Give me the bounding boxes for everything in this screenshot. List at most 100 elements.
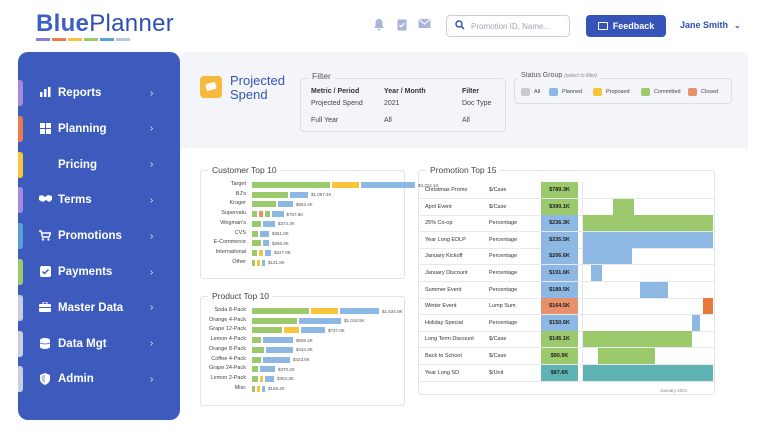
customer-bar-segment[interactable] <box>258 249 263 256</box>
sidebar-item-terms[interactable]: Terms › <box>18 183 180 217</box>
status-filter-planned[interactable]: Planned <box>549 88 582 96</box>
promo-name[interactable]: January Discount <box>425 270 468 276</box>
customer-bar-segment[interactable] <box>332 182 359 188</box>
product-bar-segment[interactable] <box>340 308 379 314</box>
sidebar-item-promotions[interactable]: Promotions › <box>18 219 180 253</box>
promo-name[interactable]: January Kickoff <box>425 253 463 260</box>
customer-bar-segment[interactable] <box>271 211 284 218</box>
promo-timeline-bar[interactable] <box>582 331 693 348</box>
filter-month-value[interactable]: All <box>384 117 392 124</box>
sidebar-item-reports[interactable]: Reports › <box>18 76 180 110</box>
product-bar-segment[interactable] <box>252 346 264 353</box>
customer-bar-segment[interactable] <box>257 259 260 266</box>
customer-bar-segment[interactable] <box>252 220 261 227</box>
filter-filter-value[interactable]: Doc Type <box>462 100 492 107</box>
promo-name[interactable]: Back to School <box>425 353 462 359</box>
status-filter-committed[interactable]: Committed <box>641 88 681 96</box>
filter-period-value[interactable]: Full Year <box>311 117 339 124</box>
sidebar-item-pricing[interactable]: Pricing › <box>18 148 180 182</box>
sidebar-item-master-data[interactable]: Master Data › <box>18 291 180 325</box>
product-bar-segment[interactable] <box>311 308 338 314</box>
sidebar-item-payments[interactable]: Payments › <box>18 255 180 289</box>
promo-timeline-bar[interactable] <box>597 348 656 364</box>
user-menu[interactable]: Jane Smith ⌄ <box>680 20 741 30</box>
customer-value: $3,224.1K <box>418 182 439 188</box>
promo-timeline-bar[interactable] <box>613 198 635 215</box>
status-filter-all[interactable]: All <box>521 88 540 96</box>
customer-label: Wegman's <box>220 219 246 226</box>
customer-bar-segment[interactable] <box>262 259 265 266</box>
product-bar-segment[interactable] <box>252 375 258 382</box>
promo-timeline-bar[interactable] <box>582 248 632 265</box>
logo-text-planner: Planner <box>89 10 175 37</box>
promo-timeline-bar[interactable] <box>582 215 713 232</box>
customer-bar-segment[interactable] <box>260 230 269 237</box>
promo-name[interactable]: Year Long SD <box>425 369 460 376</box>
customer-bar-segment[interactable] <box>252 230 258 237</box>
product-bar-segment[interactable] <box>260 375 263 382</box>
product-top10-panel <box>200 296 405 406</box>
promo-name[interactable]: Christmas Promo <box>425 187 468 193</box>
customer-bar-segment[interactable] <box>252 259 255 266</box>
product-bar-segment[interactable] <box>262 385 265 392</box>
product-bar-segment[interactable] <box>252 327 282 334</box>
status-filter-closed[interactable]: Closed <box>688 88 718 96</box>
product-bar-segment[interactable] <box>266 346 293 353</box>
customer-bar-segment[interactable] <box>290 191 308 198</box>
customer-bar-segment[interactable] <box>252 240 261 247</box>
promo-name[interactable]: Holiday Special <box>425 319 463 326</box>
customer-bar-segment[interactable] <box>252 191 288 198</box>
promo-timeline-bar[interactable] <box>591 265 602 281</box>
product-bar-segment[interactable] <box>252 366 258 373</box>
product-bar-segment[interactable] <box>263 356 290 363</box>
customer-bar-segment[interactable] <box>263 240 269 247</box>
app-logo[interactable]: BluePlanner <box>36 10 174 38</box>
product-bar-segment[interactable] <box>301 327 325 334</box>
product-bar-segment[interactable] <box>257 385 260 392</box>
product-bar-segment[interactable] <box>252 317 297 324</box>
customer-bar-segment[interactable] <box>252 211 257 218</box>
promo-timeline-bar[interactable] <box>702 298 713 315</box>
promo-name[interactable]: Year Long EDLP <box>425 236 466 243</box>
promo-timeline-bar[interactable] <box>692 314 700 331</box>
product-bar-segment[interactable] <box>284 327 299 334</box>
product-bar-segment[interactable] <box>252 337 261 344</box>
sidebar-item-planning[interactable]: Planning › <box>18 112 180 146</box>
feedback-button[interactable]: Feedback <box>586 15 666 37</box>
promo-name[interactable]: Winter Event <box>425 303 457 310</box>
bell-icon[interactable] <box>372 18 386 32</box>
clipboard-icon[interactable] <box>395 18 409 32</box>
customer-bar-segment[interactable] <box>361 182 415 188</box>
filter-metric-value[interactable]: Projected Spend <box>311 100 363 107</box>
promo-name[interactable]: Long Term Discount <box>425 336 474 343</box>
customer-bar-segment[interactable] <box>252 182 330 188</box>
sidebar-item-admin[interactable]: Admin › <box>18 362 180 396</box>
promo-timeline-bar[interactable] <box>582 364 713 381</box>
customer-bar-segment[interactable] <box>265 249 271 256</box>
promo-name[interactable]: 25% Co-op <box>425 220 453 227</box>
customer-bar-segment[interactable] <box>263 220 275 227</box>
search-input[interactable] <box>471 19 565 34</box>
filter-year-value[interactable]: 2021 <box>384 100 400 107</box>
product-bar-segment[interactable] <box>263 337 293 344</box>
sidebar-item-data-mgt[interactable]: Data Mgt › <box>18 327 180 361</box>
product-bar-segment[interactable] <box>260 366 275 373</box>
status-filter-proposed[interactable]: Proposed <box>593 88 630 96</box>
promo-timeline-bar[interactable] <box>639 281 669 298</box>
mail-icon[interactable] <box>417 18 431 32</box>
promo-timeline-bar[interactable] <box>582 231 713 248</box>
promo-name[interactable]: Summer Event <box>425 286 462 293</box>
customer-bar-segment[interactable] <box>252 201 276 208</box>
product-bar-segment[interactable] <box>252 385 255 392</box>
promo-name[interactable]: April Event <box>425 203 452 210</box>
customer-bar-segment[interactable] <box>258 211 263 218</box>
customer-bar-segment[interactable] <box>265 211 270 218</box>
product-bar-segment[interactable] <box>252 356 261 363</box>
promo-value: $206.6K <box>541 248 578 265</box>
product-bar-segment[interactable] <box>299 317 341 324</box>
filter-doctype-value[interactable]: All <box>462 117 470 124</box>
customer-bar-segment[interactable] <box>278 201 293 208</box>
product-bar-segment[interactable] <box>252 308 309 314</box>
customer-bar-segment[interactable] <box>252 249 257 256</box>
product-bar-segment[interactable] <box>265 375 274 382</box>
